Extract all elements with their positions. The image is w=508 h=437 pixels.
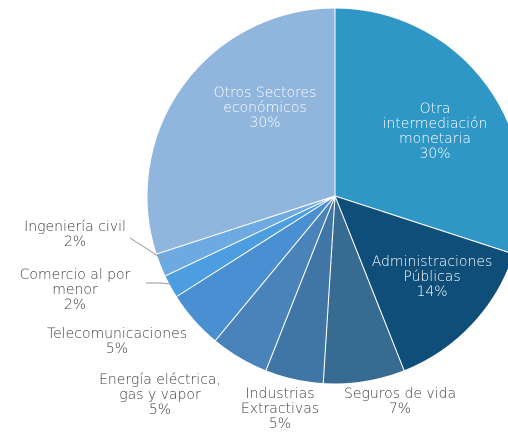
slice-label: Administraciones Públicas 14% <box>357 255 507 300</box>
category-label: Otra intermediación monetaria <box>382 101 488 147</box>
category-label: Administraciones Públicas <box>371 254 493 285</box>
pie-slice <box>334 7 508 253</box>
value-label: 14% <box>416 284 448 300</box>
value-label: 5% <box>268 416 292 432</box>
category-label: Otros Sectores económicos <box>213 85 317 116</box>
category-label: Industrias Extractivas <box>240 386 320 417</box>
category-label: Energía eléctrica, gas y vapor <box>99 372 221 403</box>
slice-label: Seguros de vida 7% <box>320 387 480 417</box>
value-label: 2% <box>63 297 87 313</box>
category-label: Seguros de vida <box>343 386 457 402</box>
category-label: Telecomunicaciones <box>46 326 188 342</box>
slice-label: Energía eléctrica, gas y vapor 5% <box>85 373 235 418</box>
value-label: 30% <box>419 146 451 162</box>
slice-label: Industrias Extractivas 5% <box>230 387 330 432</box>
value-label: 7% <box>388 401 412 417</box>
leader-line <box>129 237 165 261</box>
slice-label: Otros Sectores económicos 30% <box>200 86 330 131</box>
leader-line <box>146 282 173 285</box>
value-label: 5% <box>105 341 129 357</box>
category-label: Comercio al por menor <box>19 267 131 298</box>
value-label: 5% <box>148 402 172 418</box>
pie-slice <box>146 7 336 255</box>
value-label: 30% <box>249 115 281 131</box>
slices <box>146 7 508 385</box>
pie-slice <box>334 195 508 372</box>
slice-label: Telecomunicaciones 5% <box>17 327 217 357</box>
slice-label: Ingeniería civil 2% <box>10 220 140 250</box>
value-label: 2% <box>63 234 87 250</box>
slice-label: Otra intermediación monetaria 30% <box>365 102 505 162</box>
category-label: Ingeniería civil <box>24 219 126 235</box>
slice-label: Comercio al por menor 2% <box>10 268 140 313</box>
